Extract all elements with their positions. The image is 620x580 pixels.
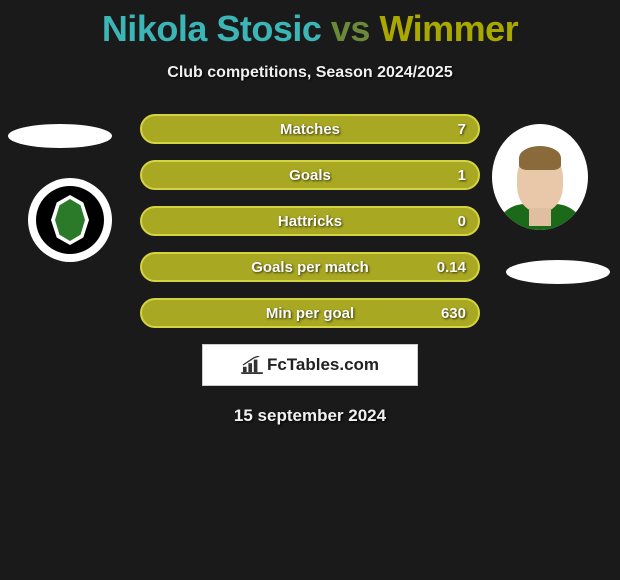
player1-avatar-placeholder (8, 124, 112, 148)
avatar-face (517, 154, 563, 212)
stat-row: Goals per match 0.14 (140, 252, 480, 282)
subtitle: Club competitions, Season 2024/2025 (0, 64, 620, 82)
stat-row: Goals 1 (140, 160, 480, 190)
stat-label: Goals per match (251, 259, 369, 276)
stat-value: 630 (441, 305, 466, 322)
bar-chart-icon (241, 356, 263, 374)
stat-label: Matches (280, 121, 340, 138)
player2-club-placeholder (506, 260, 610, 284)
stat-value: 0.14 (437, 259, 466, 276)
vs-separator: vs (331, 8, 370, 49)
stat-value: 0 (458, 213, 466, 230)
club-badge-shape (51, 195, 89, 245)
stat-value: 7 (458, 121, 466, 138)
stat-value: 1 (458, 167, 466, 184)
player2-name: Wimmer (379, 8, 518, 49)
stat-row: Matches 7 (140, 114, 480, 144)
club-badge-inner (36, 186, 104, 254)
stat-label: Min per goal (266, 305, 354, 322)
stat-row: Hattricks 0 (140, 206, 480, 236)
player2-avatar (492, 124, 588, 230)
date-label: 15 september 2024 (0, 406, 620, 426)
stat-label: Hattricks (278, 213, 342, 230)
page-title: Nikola Stosic vs Wimmer (0, 0, 620, 50)
brand-attribution: FcTables.com (202, 344, 418, 386)
avatar-hair (519, 146, 561, 170)
stat-row: Min per goal 630 (140, 298, 480, 328)
avatar-neck (529, 208, 551, 226)
brand-text: FcTables.com (267, 355, 379, 375)
player1-club-badge (28, 178, 112, 262)
stat-label: Goals (289, 167, 331, 184)
player1-name: Nikola Stosic (102, 8, 322, 49)
